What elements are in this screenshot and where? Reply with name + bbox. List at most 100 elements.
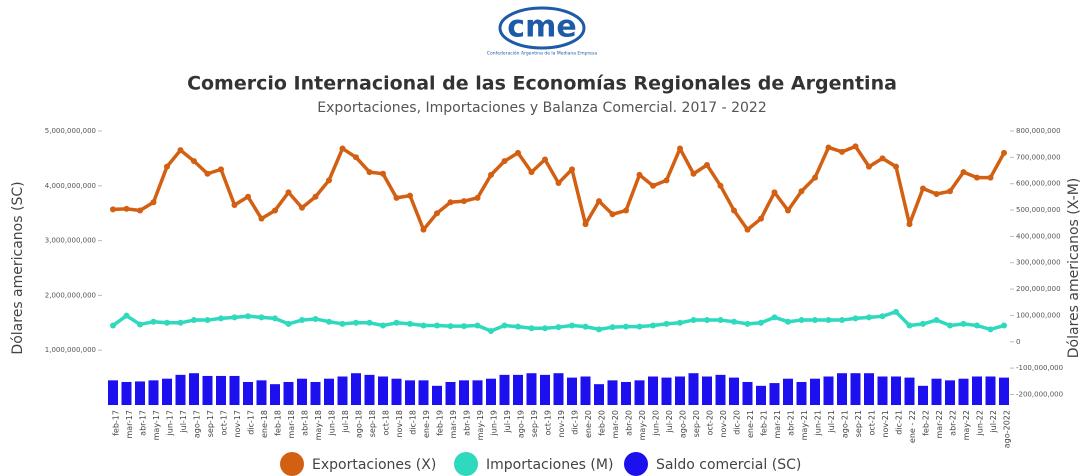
x-tick-label: abr-18 [301,410,310,436]
bar [513,374,523,405]
x-tick-label: mar-22 [935,410,944,439]
bar [162,378,172,405]
bar [189,373,199,405]
y-tick-label: 1,000,000,000 [45,346,96,354]
bar [769,383,780,405]
point [623,323,629,330]
y2-tick-label: -100,000,000 [1016,364,1063,372]
bar [229,375,240,405]
point [771,314,778,321]
x-tick-label: sep-19 [530,410,539,437]
point [488,328,494,335]
x-tick-label: mar-18 [287,410,296,439]
bar [999,377,1009,405]
x-tick-label: abr-21 [787,410,796,436]
legend-label: Importaciones (M) [486,457,613,473]
bar [972,376,982,405]
bar [904,377,915,405]
bar [945,380,955,405]
x-tick-label: dic-17 [247,410,256,435]
bar [486,378,496,405]
y-tick-label: 5,000,000,000 [45,127,96,135]
x-tick-label: feb-22 [922,410,931,436]
x-tick-label: abr-19 [463,410,472,436]
point [528,169,535,176]
point [204,170,211,177]
point [987,174,994,181]
point [434,210,440,217]
bar [459,380,469,405]
x-tick-label: jul-17 [179,410,188,434]
bar [297,378,307,405]
bar [472,380,483,405]
point [353,154,359,161]
bar [324,378,334,405]
point [785,318,791,325]
point [461,198,467,205]
point [137,207,143,214]
bar [175,374,186,405]
logo-ring [498,6,586,50]
bar [891,376,901,405]
logo-caption: Confederación Argentina de la Mediana Em… [487,50,597,57]
point [731,318,737,325]
x-tick-label: ago-20 [679,410,688,438]
point [771,189,778,196]
point [420,226,427,233]
point [758,319,764,326]
point [366,169,373,176]
point [717,317,724,324]
y2-tick-label: 0 [1016,338,1020,346]
point [366,319,373,326]
bar [364,374,375,405]
x-tick-label: sep-20 [692,410,701,437]
point [933,317,940,324]
bar [742,381,753,405]
bar [283,381,294,405]
bar [108,380,118,405]
x-tick-label: ago-17 [193,410,202,438]
point [258,314,265,321]
x-tick-label: sep-21 [854,410,863,437]
bar [148,380,159,405]
point [920,185,926,192]
point [825,144,832,151]
bar [958,378,969,405]
x-tick-label: feb-21 [760,410,769,436]
point [177,319,184,326]
point [731,207,737,214]
point [339,145,346,152]
point [839,148,845,155]
bar [567,377,577,405]
point [974,322,980,329]
point [825,317,832,324]
point [893,163,899,170]
point [339,320,346,327]
x-tick-label: feb-19 [436,410,445,436]
logo: cme Confederación Argentina de la Median… [487,6,597,57]
bar [985,376,996,405]
point [177,147,184,154]
x-tick-label: mar-19 [449,410,458,439]
y-tick-label: 2,000,000,000 [45,291,96,299]
x-tick-label: may-18 [314,410,323,440]
bar [594,384,604,405]
x-tick-label: oct-18 [382,410,391,436]
point [812,317,818,324]
point [191,158,197,165]
point [299,317,305,324]
bar [499,374,510,405]
bar [634,380,645,405]
point [555,324,562,331]
point [663,320,670,327]
point [447,199,454,206]
x-tick-label: ene-21 [746,410,755,438]
bar [432,385,442,405]
point [218,166,224,173]
point [515,149,521,156]
point [434,322,440,329]
bar [580,376,591,405]
point [380,322,386,329]
point [231,201,238,208]
point [501,322,508,329]
